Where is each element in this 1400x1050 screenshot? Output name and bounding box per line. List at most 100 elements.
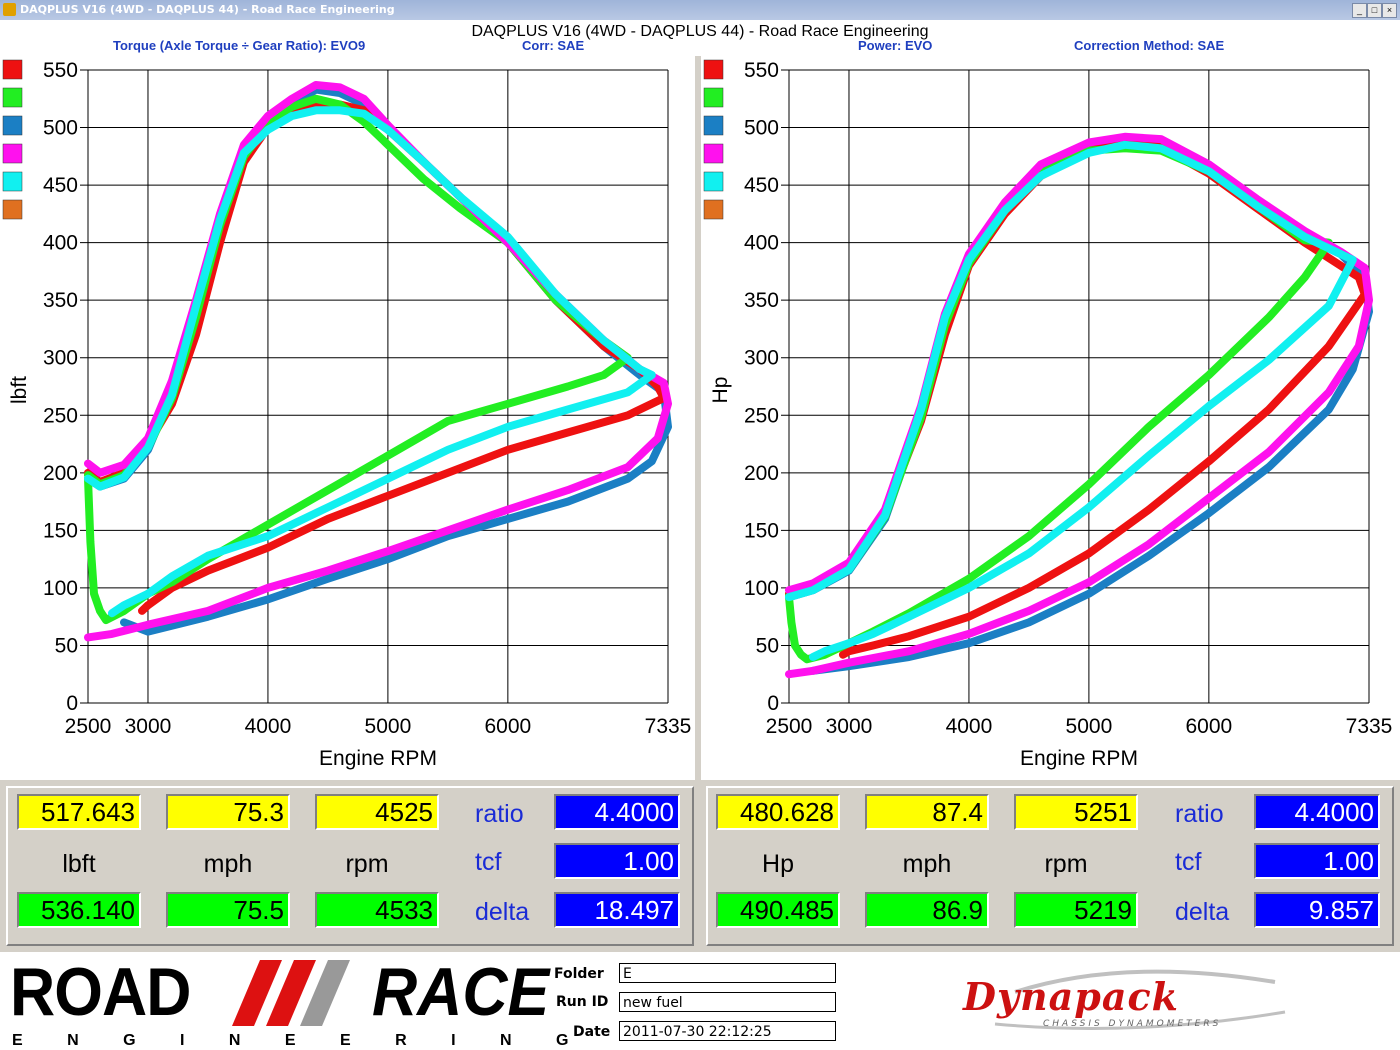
maximize-button[interactable]: □ — [1367, 3, 1382, 18]
folder-label: Folder — [554, 966, 604, 982]
right-current-rpm: 5251 — [1014, 794, 1138, 830]
left-peak-rpm: 4533 — [315, 892, 439, 928]
x-axis-label: Engine RPM — [319, 747, 437, 770]
y-tick-label: 250 — [43, 404, 78, 427]
logo-road-text: ROAD — [10, 954, 191, 1030]
y-tick-label: 50 — [55, 634, 78, 657]
left-unit-mph: mph — [203, 850, 253, 878]
logo-engineering-text: E N G I N E E R I N G — [12, 1032, 589, 1049]
dynapack-swoosh-icon — [994, 969, 1286, 1030]
chart-divider — [695, 56, 701, 780]
x-tick-label: 5000 — [365, 715, 412, 738]
runid-field[interactable]: new fuel — [619, 992, 836, 1012]
y-tick-label: 50 — [756, 634, 779, 657]
right-unit-hp: Hp — [762, 850, 794, 878]
footer: ROAD RACE E N G I N E E R I N G Folder E… — [0, 952, 1400, 1050]
y-tick-label: 400 — [43, 232, 78, 255]
left-delta-value: 18.497 — [554, 892, 680, 928]
y-tick-label: 0 — [66, 692, 78, 715]
y-axis-label: lbft — [8, 376, 31, 404]
x-tick-label: 2500 — [65, 715, 112, 738]
x-tick-label: 4000 — [946, 715, 993, 738]
left-ratio-value: 4.4000 — [554, 794, 680, 830]
app-icon — [3, 3, 16, 16]
left-tcf-label: tcf — [475, 848, 502, 876]
right-unit-rpm: rpm — [1044, 850, 1088, 878]
dynapack-subtitle: CHASSIS DYNAMOMETERS — [1043, 1019, 1222, 1029]
grid: 0 50 100 150 200 250 300 350 400 450 500 550 2500 300… — [744, 59, 1392, 738]
legend-swatch[interactable] — [2, 199, 23, 220]
legend-swatch[interactable] — [703, 199, 724, 220]
legend-swatch[interactable] — [2, 87, 23, 108]
left-unit-rpm: rpm — [345, 850, 389, 878]
x-tick-label: 7335 — [645, 715, 692, 738]
left-tcf-value: 1.00 — [554, 843, 680, 879]
right-ratio-value: 4.4000 — [1254, 794, 1380, 830]
torque-chart-svg: 0 50 100 150 200 250 300 350 400 450 500 550 2500 300… — [2, 59, 692, 770]
y-tick-label: 350 — [744, 289, 779, 312]
x-tick-label: 7335 — [1346, 715, 1393, 738]
right-unit-mph: mph — [902, 850, 952, 878]
y-tick-label: 200 — [744, 462, 779, 485]
left-ratio-label: ratio — [475, 800, 524, 828]
left-correction-label: Corr: SAE — [522, 38, 585, 53]
folder-field[interactable]: E — [619, 963, 836, 983]
dynapack-logo: Dynapack CHASSIS DYNAMOMETERS — [955, 962, 1295, 1042]
y-tick-label: 200 — [43, 462, 78, 485]
legend-swatch[interactable] — [703, 171, 724, 192]
right-current-mph: 87.4 — [865, 794, 989, 830]
x-tick-label: 6000 — [1185, 715, 1232, 738]
power-chart: 0 50 100 150 200 250 300 350 400 450 500 550 2500 300… — [701, 56, 1396, 780]
x-tick-label: 6000 — [484, 715, 531, 738]
legend-swatch[interactable] — [703, 115, 724, 136]
right-peak-mph: 86.9 — [865, 892, 989, 928]
y-tick-label: 300 — [43, 347, 78, 370]
logo-stripes-icon — [232, 960, 350, 1026]
left-chart-subtitle: Torque (Axle Torque ÷ Gear Ratio): EVO9 — [113, 38, 366, 53]
runid-label: Run ID — [556, 994, 609, 1010]
x-tick-label: 5000 — [1066, 715, 1113, 738]
left-peak-torque: 536.140 — [17, 892, 141, 928]
right-peak-rpm: 5219 — [1014, 892, 1138, 928]
x-axis-label: Engine RPM — [1020, 747, 1138, 770]
y-tick-label: 100 — [744, 577, 779, 600]
series-line — [84, 94, 632, 625]
right-tcf-value: 1.00 — [1254, 843, 1380, 879]
left-current-torque: 517.643 — [17, 794, 141, 830]
y-tick-label: 150 — [43, 519, 78, 542]
right-delta-value: 9.857 — [1254, 892, 1380, 928]
series-line — [84, 106, 656, 618]
right-peak-hp: 490.485 — [716, 892, 840, 928]
legend-swatch[interactable] — [2, 115, 23, 136]
minimize-button[interactable]: _ — [1352, 3, 1367, 18]
right-correction-label: Correction Method: SAE — [1074, 38, 1225, 53]
legend-swatch[interactable] — [703, 143, 724, 164]
legend-swatch[interactable] — [2, 59, 23, 80]
left-peak-mph: 75.5 — [166, 892, 290, 928]
logo-race-text: RACE — [372, 954, 550, 1030]
y-tick-label: 550 — [43, 59, 78, 82]
y-tick-label: 350 — [43, 289, 78, 312]
x-tick-label: 2500 — [766, 715, 813, 738]
x-tick-label: 4000 — [245, 715, 292, 738]
legend-swatch[interactable] — [2, 143, 23, 164]
y-tick-label: 500 — [43, 117, 78, 140]
close-button[interactable]: × — [1382, 3, 1397, 18]
y-tick-label: 150 — [744, 519, 779, 542]
legend-swatch[interactable] — [703, 59, 724, 80]
window-title: DAQPLUS V16 (4WD - DAQPLUS 44) - Road Ra… — [20, 3, 395, 16]
legend-swatch[interactable] — [703, 87, 724, 108]
series-line — [785, 144, 1333, 664]
left-current-mph: 75.3 — [166, 794, 290, 830]
right-readout-panel: 480.628 87.4 5251 Hp mph rpm 490.485 86.… — [706, 786, 1394, 946]
x-tick-label: 3000 — [125, 715, 172, 738]
date-field[interactable]: 2011-07-30 22:12:25 — [619, 1021, 836, 1041]
right-tcf-label: tcf — [1175, 848, 1202, 876]
y-tick-label: 100 — [43, 577, 78, 600]
legend-swatch[interactable] — [2, 171, 23, 192]
series-line — [785, 140, 1357, 661]
left-unit-lbft: lbft — [62, 850, 96, 878]
road-race-logo: ROAD RACE E N G I N E E R I N G — [10, 954, 568, 1049]
series-line — [84, 81, 672, 642]
right-chart-subtitle: Power: EVO — [858, 38, 933, 53]
